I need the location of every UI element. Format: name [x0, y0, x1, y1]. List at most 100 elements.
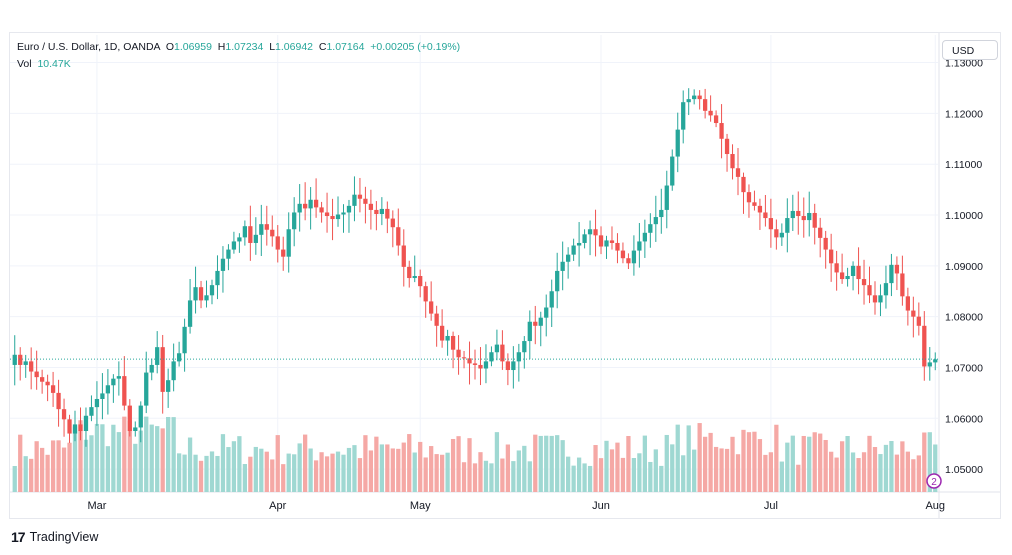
volume-label: Vol: [17, 58, 32, 70]
volume-bar: [303, 434, 308, 492]
volume-bar: [346, 447, 352, 492]
volume-bar: [23, 456, 28, 492]
volume-bar: [598, 458, 604, 492]
candle-body: [483, 361, 489, 369]
candle-body: [368, 203, 374, 210]
candle-body: [582, 234, 587, 243]
volume-bar: [12, 465, 17, 492]
candle-body: [807, 212, 812, 221]
candle-body: [467, 358, 472, 364]
volume-bar: [505, 444, 511, 492]
volume-bar: [286, 453, 291, 492]
candle-body: [29, 361, 34, 372]
volume-bar: [385, 444, 390, 492]
candle-body: [171, 361, 176, 381]
tradingview-footer[interactable]: 17 TradingView: [11, 529, 98, 545]
volume-bar: [253, 446, 258, 492]
candle-body: [379, 208, 384, 214]
volume-bar: [790, 435, 795, 492]
candle-body: [872, 295, 878, 303]
candle-body: [724, 138, 730, 155]
candle-body: [281, 249, 286, 257]
high-label: H: [217, 41, 226, 53]
candle-body: [357, 194, 363, 199]
candle-body: [434, 313, 439, 326]
candle-body: [100, 393, 105, 399]
volume-bar: [856, 458, 861, 492]
candle-body: [418, 276, 423, 287]
volume-bar: [155, 426, 160, 492]
volume-bar: [812, 432, 817, 492]
candle-body: [587, 229, 593, 235]
candle-body: [757, 205, 763, 213]
candle-body: [538, 317, 543, 326]
candle-body: [555, 270, 560, 292]
volume-bar: [911, 459, 916, 492]
candle-body: [500, 344, 505, 362]
candle-body: [631, 250, 637, 264]
volume-bar: [111, 424, 116, 492]
candle-body: [149, 364, 154, 373]
candle-body: [670, 156, 675, 186]
volume-bar: [774, 424, 779, 492]
candle-body: [922, 325, 927, 367]
volume-bar: [801, 435, 806, 492]
volume-bar: [149, 424, 154, 492]
brand-name: TradingView: [29, 530, 99, 544]
candle-body: [352, 194, 357, 206]
candle-body: [242, 226, 248, 238]
y-tick-label: 1.07000: [945, 362, 983, 374]
candle-body: [790, 210, 795, 219]
symbol-legend: Euro / U.S. Dollar, 1D, OANDA O1.06959 H…: [17, 41, 460, 53]
candle-body: [72, 424, 78, 434]
candle-body: [61, 409, 67, 420]
volume-bar: [56, 440, 61, 492]
candle-body: [412, 276, 417, 279]
volume-bar: [922, 432, 927, 492]
candle-body: [544, 307, 549, 318]
candle-body: [138, 405, 143, 428]
candle-body: [385, 208, 390, 219]
volume-bar: [730, 436, 735, 492]
volume-bar: [456, 436, 461, 492]
candle-body: [620, 250, 626, 259]
volume-bar: [637, 453, 642, 492]
volume-bar: [516, 450, 521, 492]
volume-bar: [894, 454, 900, 492]
volume-bar: [275, 435, 280, 492]
candle-body: [889, 264, 894, 284]
candle-body: [494, 344, 500, 353]
candle-body: [560, 261, 565, 271]
volume-bar: [746, 432, 752, 492]
candle-body: [303, 203, 308, 209]
candle-body: [264, 224, 269, 230]
volume-bar: [916, 455, 921, 492]
volume-bar: [757, 439, 763, 492]
y-tick-label: 1.08000: [945, 312, 983, 324]
volume-bar: [357, 458, 363, 492]
volume-bar: [193, 454, 198, 492]
candle-body: [801, 216, 806, 221]
volume-bar: [292, 454, 297, 492]
candle-body: [270, 229, 275, 237]
currency-button[interactable]: USD: [942, 40, 998, 60]
volume-bar: [796, 464, 801, 492]
x-tick-label: Mar: [87, 500, 106, 512]
volume-bar: [741, 429, 746, 492]
candle-body: [637, 241, 642, 251]
volume-bar: [18, 434, 23, 492]
volume-bar: [675, 424, 680, 492]
volume-bar: [429, 446, 434, 492]
candle-body: [111, 378, 116, 386]
symbol-title: Euro / U.S. Dollar, 1D, OANDA: [17, 41, 160, 53]
volume-bar: [620, 457, 626, 492]
candle-body: [746, 192, 752, 203]
volume-bar: [576, 457, 582, 492]
candle-body: [193, 287, 198, 301]
close-label: C: [318, 41, 327, 53]
volume-bar: [67, 442, 72, 492]
open-value: 1.06959: [173, 41, 212, 53]
candle-body: [259, 224, 264, 235]
volume-bar: [297, 443, 302, 492]
